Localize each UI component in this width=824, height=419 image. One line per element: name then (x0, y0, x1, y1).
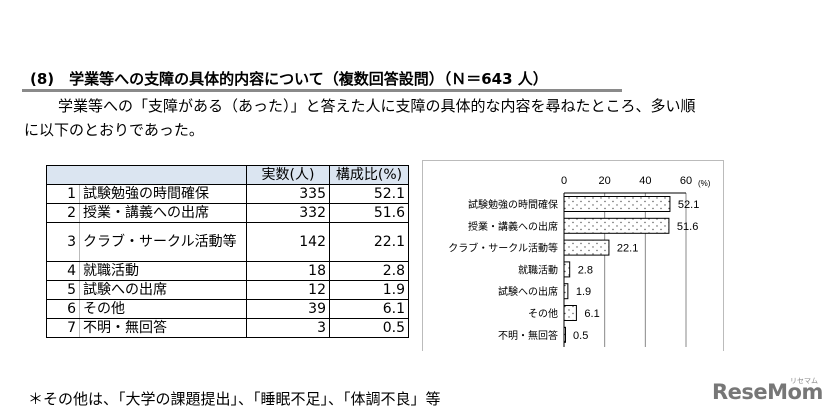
row-label: 試験勉強の時間確保 (79, 184, 247, 204)
row-pct: 1.9 (329, 280, 409, 300)
category-label: 授業・講義への出席 (468, 220, 558, 233)
bar (563, 261, 571, 278)
row-number: 3 (46, 222, 80, 262)
row-number: 2 (46, 203, 80, 223)
row-number: 5 (46, 280, 80, 300)
unit-label: (%) (698, 179, 711, 188)
bar-value-label: 2.8 (578, 264, 593, 276)
table-header-row: 実数(人) 構成比(%) (46, 165, 409, 185)
x-tick-label: 60 (680, 175, 692, 187)
header-blank (46, 165, 247, 185)
row-label: 授業・講義への出席 (79, 203, 247, 223)
row-label: その他 (79, 299, 247, 319)
table-row: 1 試験勉強の時間確保 335 52.1 (46, 184, 409, 204)
row-number: 1 (46, 184, 80, 204)
row-count: 332 (246, 203, 330, 223)
category-label: その他 (528, 307, 558, 320)
table-row: 2 授業・講義への出席 332 51.6 (46, 203, 409, 223)
header-pct: 構成比(%) (329, 165, 409, 185)
bar (563, 196, 671, 212)
category-label: 試験への出席 (498, 285, 558, 298)
row-number: 6 (46, 299, 80, 319)
x-tick-label: 20 (599, 175, 611, 187)
table-row: 3 クラブ・サークル活動等 142 22.1 (46, 222, 409, 262)
row-label: 不明・無回答 (79, 318, 247, 338)
bar-chart-svg: 0 20 40 60 (%) 52.1 試験勉強の時間確保 51.6 授業・講義への出席 22.1… (448, 175, 711, 347)
section-title: (8) 学業等への支障の具体的内容について（複数回答設問）（Ｎ＝643 人） (30, 70, 548, 88)
row-number: 4 (46, 261, 80, 281)
bar-value-label: 51.6 (677, 221, 698, 233)
bar (563, 239, 610, 256)
bar (563, 305, 577, 321)
row-pct: 22.1 (329, 222, 409, 262)
x-tick-label: 0 (561, 175, 567, 187)
bar-value-label: 22.1 (617, 243, 638, 255)
row-count: 335 (246, 184, 330, 204)
category-label: 就職活動 (518, 263, 558, 276)
bar-value-label: 1.9 (576, 286, 591, 298)
row-count: 142 (246, 222, 330, 262)
row-pct: 51.6 (329, 203, 409, 223)
category-label: クラブ・サークル活動等 (448, 242, 558, 255)
paragraph-line-2: に以下のとおりであった。 (24, 121, 204, 139)
bar-value-label: 0.5 (573, 330, 588, 342)
row-label: 試験への出席 (79, 280, 247, 300)
resemom-logo: ReseMom (712, 380, 823, 404)
row-pct: 52.1 (329, 184, 409, 204)
footnote: ＊その他は、「大学の課題提出」、「睡眠不足」、「体調不良」等 (28, 390, 441, 408)
resemom-logo-sub: リセマム (790, 377, 818, 385)
table-row: 5 試験への出席 12 1.9 (46, 280, 409, 300)
row-pct: 0.5 (329, 318, 409, 338)
bar-value-label: 6.1 (584, 308, 599, 320)
row-label: 就職活動 (79, 261, 247, 281)
row-label: クラブ・サークル活動等 (79, 222, 247, 262)
table-row: 6 その他 39 6.1 (46, 299, 409, 319)
row-count: 12 (246, 280, 330, 300)
row-count: 39 (246, 299, 330, 319)
category-label: 不明・無回答 (498, 329, 558, 342)
row-count: 18 (246, 261, 330, 281)
bar-value-label: 52.1 (678, 199, 699, 211)
bar (563, 217, 670, 234)
table-row: 4 就職活動 18 2.8 (46, 261, 409, 281)
title-underline (22, 89, 622, 92)
bar (563, 283, 569, 300)
row-pct: 2.8 (329, 261, 409, 281)
results-table: 実数(人) 構成比(%) 1 試験勉強の時間確保 335 52.1 2 授業・講義への出席… (46, 165, 409, 338)
bar (563, 326, 566, 343)
x-tick-label: 40 (639, 175, 651, 187)
table-row: 7 不明・無回答 3 0.5 (46, 318, 409, 338)
paragraph-line-1: 学業等への「支障がある（あった）」と答えた人に支障の具体的な内容を尋ねたところ、… (58, 97, 696, 115)
row-number: 7 (46, 318, 80, 338)
row-count: 3 (246, 318, 330, 338)
header-count: 実数(人) (246, 165, 330, 185)
row-pct: 6.1 (329, 299, 409, 319)
bar-chart: 0 20 40 60 (%) 52.1 試験勉強の時間確保 51.6 授業・講義への出席 22.1… (422, 160, 724, 351)
category-label: 試験勉強の時間確保 (468, 198, 558, 211)
